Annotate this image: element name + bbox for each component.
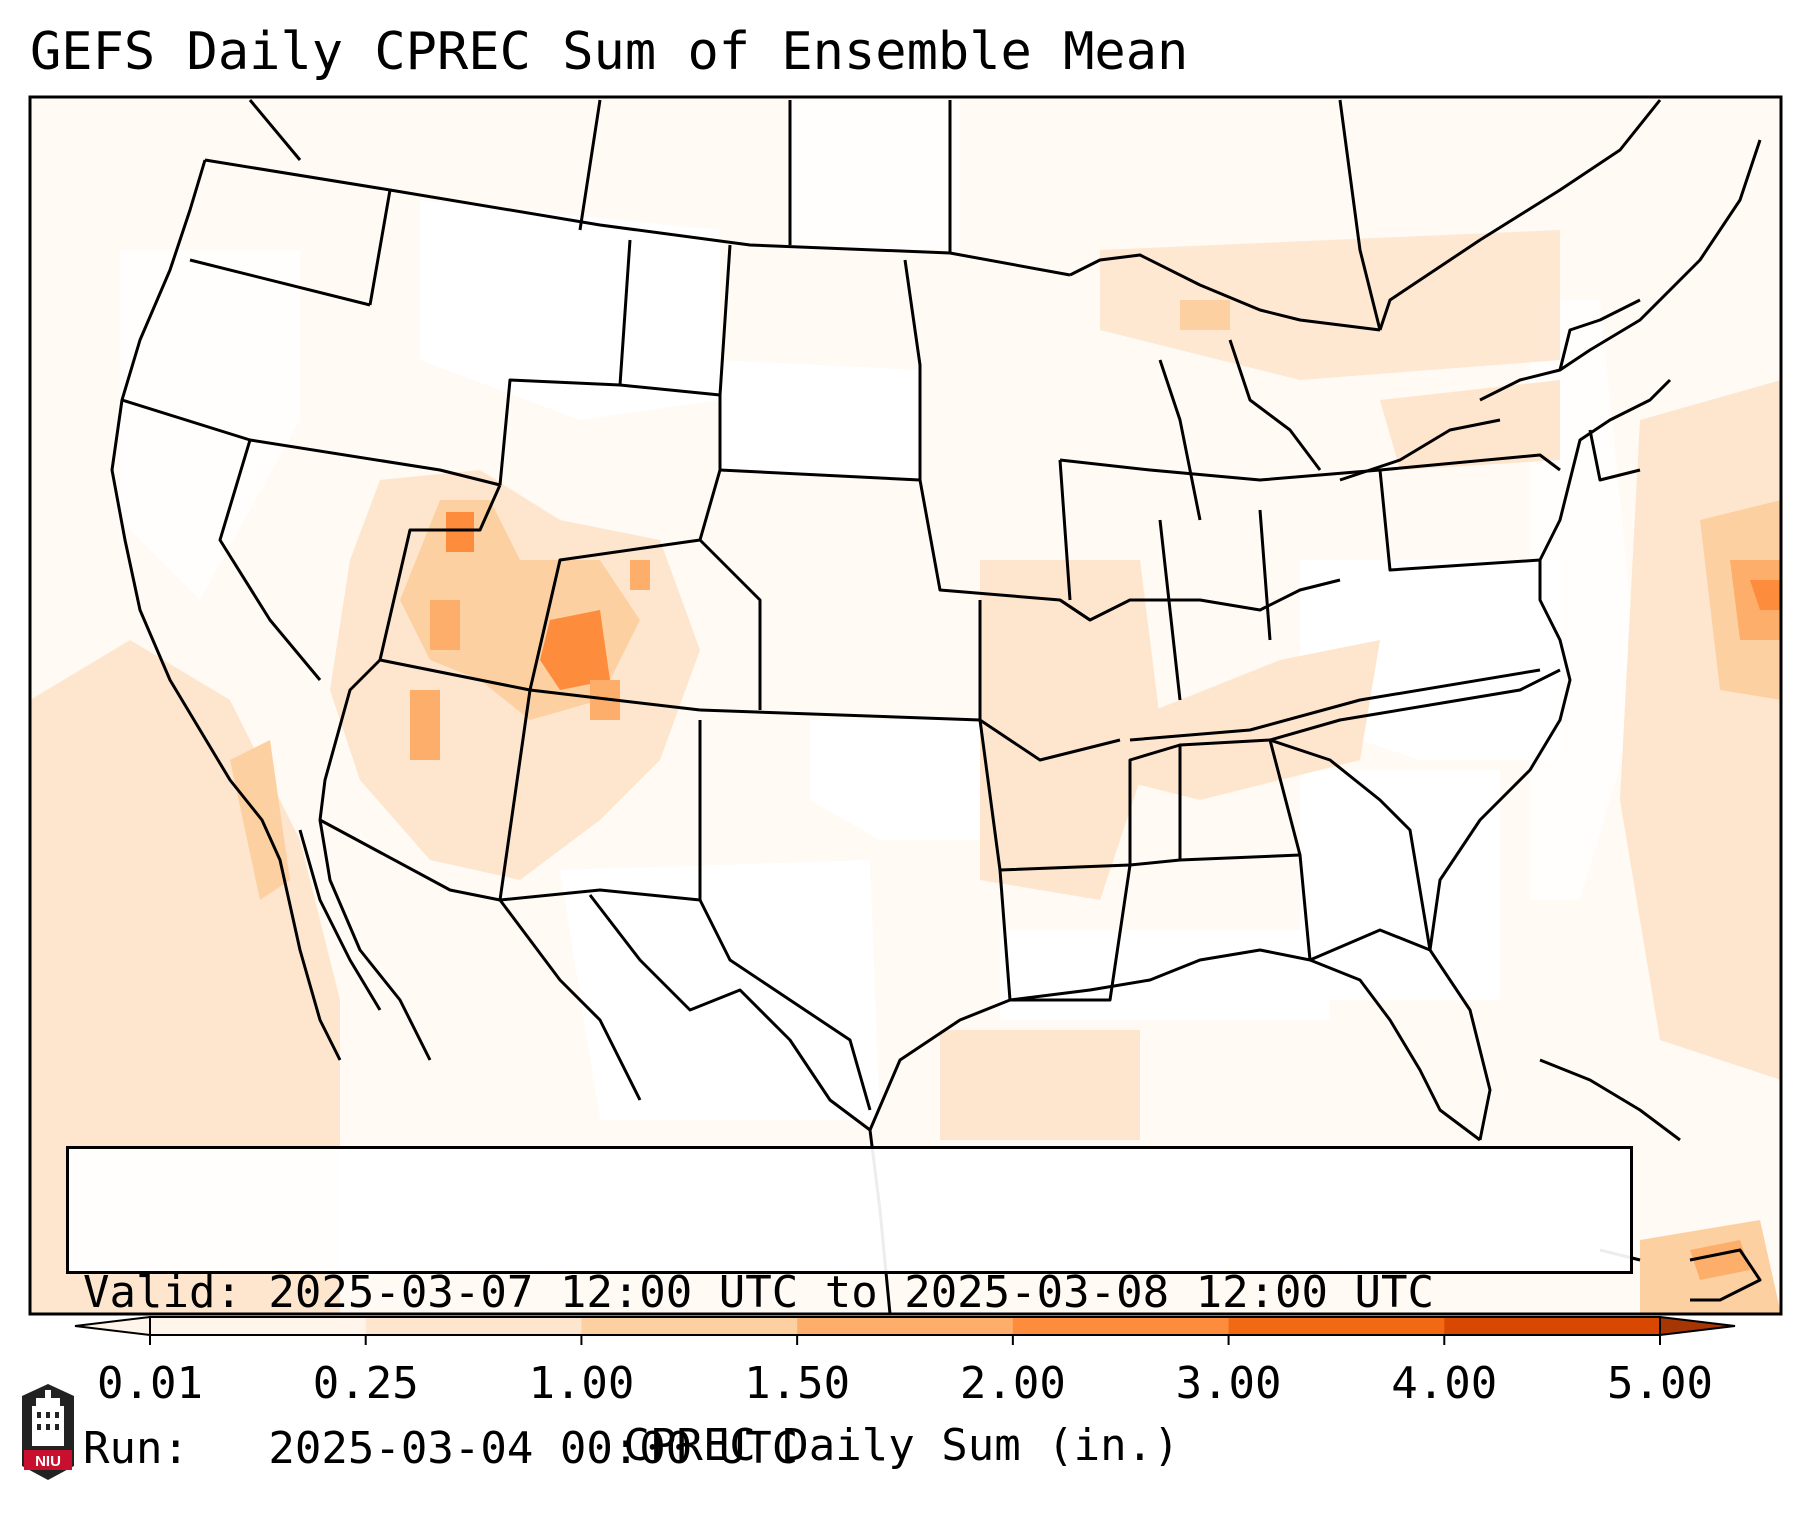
valid-run-info-box: Valid: 2025-03-07 12:00 UTC to 2025-03-0… [66,1146,1633,1474]
colorbar-segment [797,1317,1014,1335]
colorbar [74,1315,1736,1345]
colorbar-tick-label: 1.50 [744,1358,851,1409]
colorbar-tick-label: 0.01 [97,1358,203,1409]
valid-time-text: Valid: 2025-03-07 12:00 UTC to 2025-03-0… [83,1267,1435,1318]
colorbar-tick-label: 2.00 [959,1358,1066,1409]
colorbar-tick-label: 5.00 [1607,1358,1713,1409]
colorbar-segment [365,1317,582,1335]
colorbar-segment [1228,1317,1445,1335]
colorbar-segment [581,1317,798,1335]
colorbar-tick-label: 1.00 [528,1358,635,1409]
colorbar-segment [1012,1317,1230,1335]
logo-text: NIU [35,1453,61,1470]
colorbar-tick-label: 0.25 [312,1358,419,1409]
map-title: GEFS Daily CPREC Sum of Ensemble Mean [30,22,1189,82]
colorbar-segment [150,1317,367,1335]
colorbar-label: CPREC Daily Sum (in.) [623,1420,1180,1471]
map-frame [28,95,1783,1316]
colorbar-tick-label: 3.00 [1175,1358,1282,1409]
colorbar-tick-label: 4.00 [1391,1358,1498,1409]
colorbar-outline [149,1316,1661,1336]
niu-tower-logo-icon: NIU [20,1384,76,1480]
precipitation-field [30,97,1781,1314]
colorbar-extend-high [1659,1315,1736,1337]
run-time-text: Run: 2025-03-04 00:00 UTC [83,1423,799,1474]
colorbar-segment [1444,1317,1661,1335]
